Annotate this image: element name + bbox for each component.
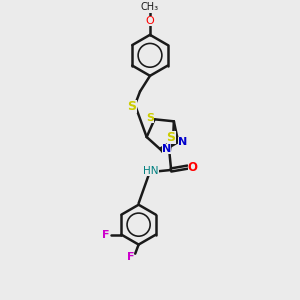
Text: S: S	[167, 131, 176, 144]
Text: O: O	[188, 160, 198, 174]
Text: S: S	[146, 113, 154, 123]
Text: O: O	[146, 16, 154, 26]
Text: F: F	[102, 230, 109, 240]
Text: CH₃: CH₃	[141, 2, 159, 12]
Text: HN: HN	[143, 167, 159, 176]
Text: S: S	[128, 100, 136, 113]
Text: F: F	[127, 251, 134, 262]
Text: N: N	[162, 144, 171, 154]
Text: N: N	[178, 137, 188, 147]
